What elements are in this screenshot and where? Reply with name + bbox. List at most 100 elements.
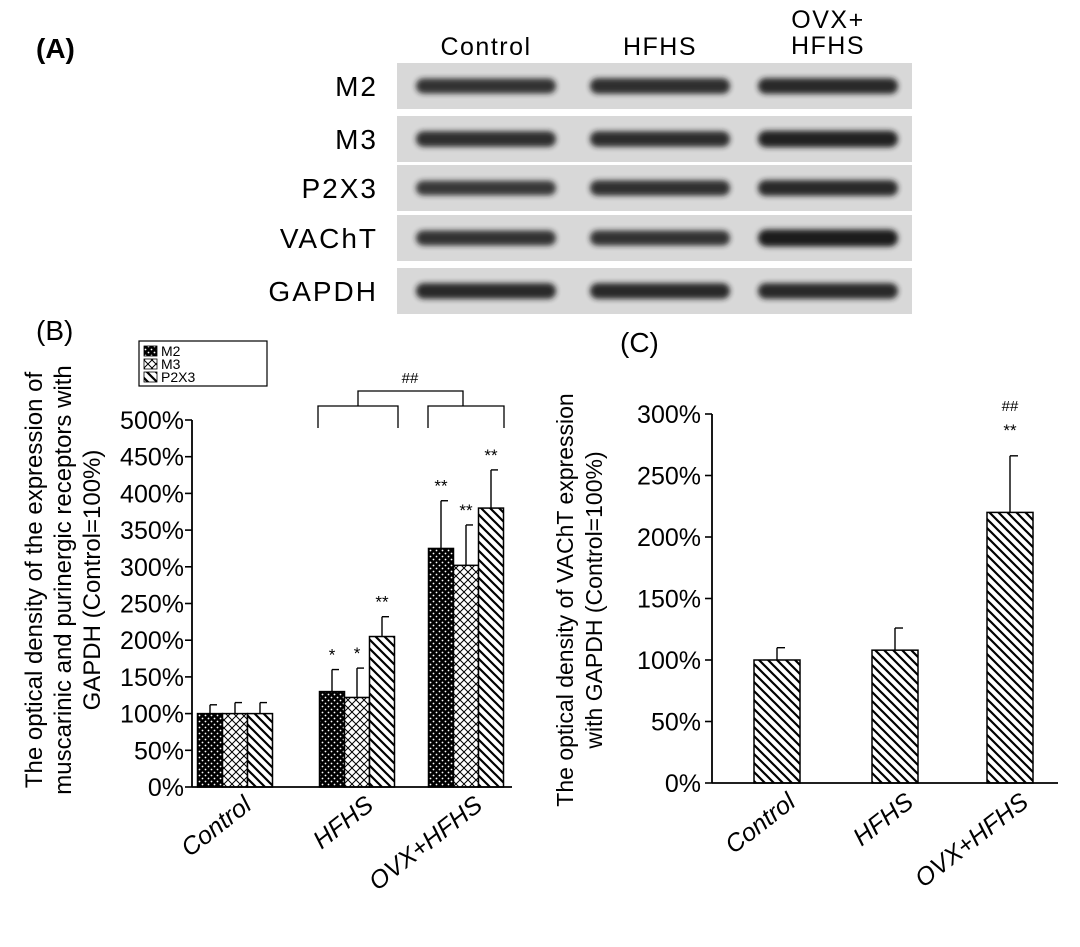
blot-band-m3-3 [758, 130, 898, 148]
b-y-tick-label: 350% [120, 517, 184, 545]
b-bar-m3-hfhs [343, 696, 371, 788]
b-y-axis-label-line: GAPDH (Control=100%) [79, 450, 106, 711]
b-bar-m2-hfhs [318, 690, 346, 788]
c-y-tick-label: 0% [665, 770, 701, 798]
c-x-label-ovx-hfhs: OVX+HFHS [910, 787, 1034, 893]
b-y-axis-ticks: 0% 50% 100% 150% 200% 250% 300% 350% 400% 450% 500… [120, 407, 192, 802]
blot-band-gapdh-2 [590, 283, 730, 299]
c-y-tick-label: 150% [637, 586, 701, 614]
blot-band-m3-1 [416, 131, 556, 147]
b-significance-mark: ** [484, 446, 498, 465]
c-significance-mark: ** [1003, 421, 1017, 440]
b-y-axis-label-line: The optical density of the expression of [21, 372, 48, 789]
b-significance-mark: ** [375, 593, 389, 612]
b-y-tick-label: 450% [120, 444, 184, 472]
b-x-label-control: Control [176, 790, 258, 863]
c-y-axis-label: The optical density of VAChT expression w… [552, 393, 607, 806]
b-bracket-arm-2 [427, 405, 505, 428]
b-legend-box [138, 340, 268, 387]
blot-row-label-gapdh: GAPDH [268, 276, 378, 307]
b-bars: ********** [196, 446, 505, 788]
c-significance-mark-hash: ## [1002, 398, 1019, 415]
c-bar-hfhs [871, 649, 919, 784]
panel-a-label: (A) [36, 33, 75, 64]
b-y-tick-label: 400% [120, 480, 184, 508]
b-significance-mark: * [329, 646, 336, 665]
b-y-tick-label: 0% [148, 774, 184, 802]
b-bracket-label: ## [402, 370, 419, 387]
c-x-label-hfhs: HFHS [848, 787, 919, 851]
b-significance-bracket: ## [317, 370, 505, 428]
b-bar-p2x3-ovx-hfhs [477, 507, 505, 788]
b-y-tick-label: 200% [120, 627, 184, 655]
b-legend-label-p2x3: P2X3 [161, 369, 195, 385]
b-y-tick-label: 300% [120, 554, 184, 582]
c-bar-control [753, 659, 801, 784]
c-bar-ovx-hfhs [986, 511, 1034, 784]
b-bar-p2x3-control [246, 712, 274, 788]
c-y-axis-label-line: with GAPDH (Control=100%) [581, 451, 607, 749]
blot-band-p2x3-3 [758, 180, 898, 196]
b-significance-mark: ** [459, 501, 473, 520]
b-x-label-ovx-hfhs: OVX+HFHS [364, 790, 488, 896]
b-significance-mark: * [354, 644, 361, 663]
b-y-axis-label-line: muscarinic and purinergic receptors with [50, 365, 77, 795]
b-bar-m3-control [221, 712, 249, 788]
b-bar-m3-ovx-hfhs [452, 564, 480, 788]
c-x-label-control: Control [720, 787, 802, 860]
b-bar-p2x3-hfhs [368, 635, 396, 788]
blot-band-vacht-2 [590, 230, 730, 246]
b-y-tick-label: 50% [134, 737, 184, 765]
b-legend-label-m2: M2 [161, 343, 181, 359]
c-y-tick-label: 200% [637, 524, 701, 552]
b-legend-swatch-p2x3 [143, 371, 158, 383]
c-y-tick-label: 50% [651, 709, 701, 737]
blot-band-gapdh-1 [416, 283, 556, 299]
blot-row-label-m3: M3 [335, 124, 378, 155]
c-bars: ** ## [753, 398, 1034, 784]
b-legend-swatch-m3 [143, 358, 158, 370]
b-y-tick-label: 150% [120, 664, 184, 692]
receptors-bar-chart: (B) The optical density of the expressio… [21, 315, 512, 896]
vacht-bar-chart: (C) The optical density of VAChT express… [552, 327, 1058, 893]
b-bar-m2-control [196, 712, 224, 788]
b-axes [191, 420, 512, 788]
b-significance-mark: ** [434, 477, 448, 496]
b-bracket-arm-1 [317, 405, 399, 428]
b-bar-m2-ovx-hfhs [427, 547, 455, 788]
c-y-tick-label: 100% [637, 647, 701, 675]
blot-band-m3-2 [590, 131, 730, 147]
blot-rows: M2 M3 P2X3 VAChT GAPDH [268, 63, 912, 314]
blot-band-vacht-1 [416, 230, 556, 246]
blot-band-p2x3-2 [590, 180, 730, 196]
b-y-axis-label: The optical density of the expression of… [21, 365, 106, 795]
b-legend-label-m3: M3 [161, 356, 181, 372]
b-y-tick-label: 100% [120, 701, 184, 729]
blot-row-label-m2: M2 [335, 71, 378, 102]
blot-band-m2-2 [590, 78, 730, 94]
b-bracket-top [357, 390, 464, 406]
blot-column-ovx-hfhs: OVX+ [791, 6, 864, 34]
blot-band-m2-1 [416, 78, 556, 94]
panel-b-label: (B) [36, 315, 73, 346]
blot-band-vacht-3 [758, 229, 898, 247]
blot-band-gapdh-3 [758, 283, 898, 299]
b-y-tick-label: 250% [120, 591, 184, 619]
c-y-axis-label-line: The optical density of VAChT expression [552, 393, 578, 806]
b-legend-swatch-m2 [143, 345, 158, 357]
b-x-label-hfhs: HFHS [308, 790, 379, 854]
c-axes [711, 414, 1058, 784]
c-y-axis-ticks: 0% 50% 100% 150% 200% 250% 300% [637, 401, 712, 798]
blot-row-label-p2x3: P2X3 [302, 173, 379, 204]
b-y-tick-label: 500% [120, 407, 184, 435]
blot-row-label-vacht: VAChT [280, 223, 378, 254]
c-y-tick-label: 300% [637, 401, 701, 429]
blot-column-control: Control [440, 33, 531, 61]
blot-column-hfhs: HFHS [623, 33, 697, 61]
